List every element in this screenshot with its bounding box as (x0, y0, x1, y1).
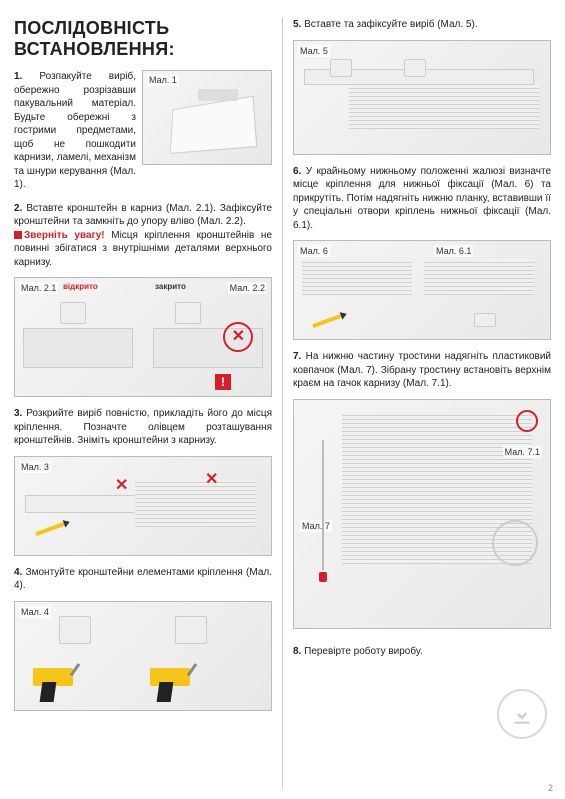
step-5-num: 5. (293, 19, 301, 30)
fig6-clip (474, 313, 496, 327)
download-icon (497, 689, 547, 739)
fig2-rail-left (23, 328, 133, 368)
step-3-body: Розкрийте виріб повністю, прикладіть йог… (14, 408, 272, 446)
figure-5: Мал. 5 (293, 40, 551, 155)
step-1-num: 1. (14, 71, 22, 82)
figure-2: Мал. 2.1 відкрито закрито Мал. 2.2 ✕ ! (14, 277, 272, 397)
page-number: 2 (548, 783, 553, 793)
step-6-num: 6. (293, 166, 301, 177)
figure-4-label: Мал. 4 (19, 606, 51, 618)
closed-label: закрито (155, 282, 186, 291)
step-8-body: Перевірте роботу виробу. (304, 646, 423, 657)
fig3-blinds (135, 479, 255, 527)
attention-icon (14, 231, 22, 239)
left-column: ПОСЛІДОВНІСТЬ ВСТАНОВЛЕННЯ: 1. Розпакуйт… (14, 18, 282, 789)
fig1-parts (198, 89, 238, 101)
fig6-blinds-b (424, 259, 534, 295)
figure-2-1-label: Мал. 2.1 (19, 282, 58, 294)
fig5-bracket-a (330, 59, 352, 77)
fig6-blinds-a (302, 259, 412, 295)
step-4-body: Змонтуйте кронштейни елементами кріпленн… (14, 567, 272, 592)
fig4-bracket-a (59, 616, 91, 644)
fig5-blinds (349, 85, 539, 129)
step-2-body: Вставте кронштейн в карниз (Мал. 2.1). З… (14, 203, 272, 228)
step-4-text: 4. Змонтуйте кронштейни елементами кріпл… (14, 566, 272, 593)
step-3-text: 3. Розкрийте виріб повністю, прикладіть … (14, 407, 272, 448)
step-5-body: Вставте та зафіксуйте виріб (Мал. 5). (304, 19, 477, 30)
step-7-num: 7. (293, 351, 301, 362)
step-6-body: У крайньому нижньому положенні жалюзі ви… (293, 166, 551, 231)
step-1-row: 1. Розпакуйте виріб, обережно розрізавши… (14, 70, 272, 192)
figure-6-label: Мал. 6 (298, 245, 330, 257)
step-8-num: 8. (293, 646, 301, 657)
fig2-red-x: ✕ (232, 326, 245, 346)
fig2-warn-icon: ! (215, 374, 231, 390)
step-5-text: 5. Вставте та зафіксуйте виріб (Мал. 5). (293, 18, 551, 32)
fig3-x1: ✕ (115, 475, 128, 495)
figure-7: Мал. 7 Мал. 7.1 (293, 399, 551, 629)
step-7-body: На нижню частину тростини надягніть плас… (293, 351, 551, 389)
fig7-circle-a (516, 410, 538, 432)
fig7-circle-b (492, 520, 538, 566)
step-3-num: 3. (14, 408, 22, 419)
figure-4: Мал. 4 (14, 601, 272, 711)
fig3-pencil-icon (35, 521, 65, 535)
step-2-text: 2. Вставте кронштейн в карниз (Мал. 2.1)… (14, 202, 272, 270)
fig7-wand (322, 440, 324, 570)
step-1-body: Розпакуйте виріб, обережно розрізавши па… (14, 71, 136, 190)
open-label: відкрито (63, 282, 98, 291)
fig2-bracket-b (175, 302, 201, 324)
step-7-text: 7. На нижню частину тростини надягніть п… (293, 350, 551, 391)
figure-5-label: Мал. 5 (298, 45, 330, 57)
figure-6-1-label: Мал. 6.1 (434, 245, 473, 257)
figure-1: Мал. 1 (142, 70, 272, 165)
fig6-pencil-icon (312, 314, 342, 328)
fig4-drill-b (150, 668, 205, 704)
fig4-bracket-b (175, 616, 207, 644)
main-title: ПОСЛІДОВНІСТЬ ВСТАНОВЛЕННЯ: (14, 18, 272, 60)
figure-7-1-label: Мал. 7.1 (503, 446, 542, 458)
step-4-num: 4. (14, 567, 22, 578)
step-6-text: 6. У крайньому нижньому положенні жалюзі… (293, 165, 551, 233)
fig3-x2: ✕ (205, 469, 218, 489)
figure-3-label: Мал. 3 (19, 461, 51, 473)
fig5-bracket-b (404, 59, 426, 77)
fig1-box (170, 96, 257, 154)
figure-7-label: Мал. 7 (300, 520, 332, 532)
step-2-num: 2. (14, 203, 22, 214)
step-1-text: 1. Розпакуйте виріб, обережно розрізавши… (14, 70, 136, 192)
step-8-text: 8. Перевірте роботу виробу. (293, 645, 551, 659)
fig4-drill-a (33, 668, 88, 704)
figure-1-label: Мал. 1 (147, 74, 179, 86)
figure-6: Мал. 6 Мал. 6.1 (293, 240, 551, 340)
fig7-wand-cap (319, 572, 327, 582)
figure-3: Мал. 3 ✕ ✕ (14, 456, 272, 556)
fig2-bracket-a (60, 302, 86, 324)
attention-label: Зверніть увагу! (24, 230, 105, 241)
figure-2-2-label: Мал. 2.2 (228, 282, 267, 294)
right-column: 5. Вставте та зафіксуйте виріб (Мал. 5).… (283, 18, 551, 789)
